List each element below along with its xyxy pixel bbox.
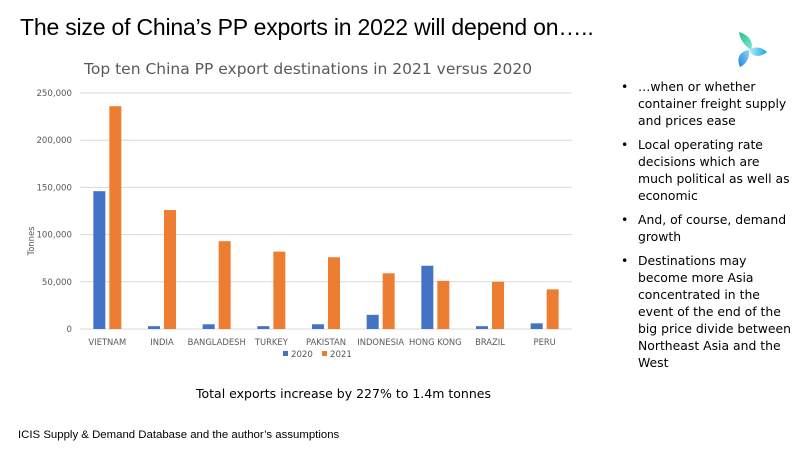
bar-2020-bangladesh <box>202 324 215 329</box>
y-tick-label: 0 <box>67 325 72 335</box>
bar-2020-vietnam <box>93 191 106 329</box>
y-axis-title: Tonnes <box>26 227 36 257</box>
bar-2020-turkey <box>257 326 270 329</box>
bar-2021-vietnam <box>109 106 122 329</box>
gridlines <box>80 92 572 330</box>
x-category-label: VIETNAM <box>88 337 126 347</box>
x-category-label: INDONESIA <box>357 337 404 347</box>
y-tick-label: 200,000 <box>36 136 72 146</box>
bullet-text: Local operating rate decisions which are… <box>638 137 790 203</box>
bar-2020-indonesia <box>366 314 379 329</box>
bullet-item: • …when or whether container freight supp… <box>619 78 797 129</box>
slide-title: The size of China’s PP exports in 2022 w… <box>20 14 594 40</box>
bar-chart: 0 50,000 100,000 150,000 200,000 250,000 Tonn… <box>26 89 572 360</box>
y-tick-label: 50,000 <box>42 278 72 288</box>
bar-2020-india <box>148 326 160 329</box>
bullet-list: • …when or whether container freight supp… <box>619 78 797 378</box>
y-tick-label: 100,000 <box>36 231 72 241</box>
bullet-marker: • <box>621 137 629 152</box>
x-category-label: TURKEY <box>254 337 289 347</box>
bar-2021-hong-kong <box>437 280 450 329</box>
total-exports-note: Total exports increase by 227% to 1.4m t… <box>196 386 491 401</box>
legend-label-2021: 2021 <box>330 350 352 360</box>
bar-2021-india <box>164 210 176 329</box>
y-tick-label: 150,000 <box>36 183 72 193</box>
trefoil-logo-icon <box>738 32 767 67</box>
x-category-label: PERU <box>534 337 556 347</box>
bar-2021-peru <box>546 289 559 329</box>
x-category-label: BRAZIL <box>475 337 505 347</box>
bar-2021-pakistan <box>328 257 340 329</box>
bar-2021-turkey <box>273 251 286 329</box>
x-axis-categories: VIETNAM INDIA BANGLADESH TURKEY PAKISTAN INDO… <box>88 337 555 347</box>
bullet-item: • And, of course, demand growth <box>619 211 797 245</box>
bar-2020-pakistan <box>312 324 324 329</box>
logo-petal-top <box>739 32 752 50</box>
x-category-label: BANGLADESH <box>188 337 246 347</box>
logo-petal-bottom <box>738 50 750 67</box>
bullet-marker: • <box>621 79 629 94</box>
x-category-label: INDIA <box>150 337 174 347</box>
legend-swatch-2020 <box>283 351 288 356</box>
bullet-text: Destinations may become more Asia concen… <box>638 253 791 370</box>
y-axis-ticks: 0 50,000 100,000 150,000 200,000 250,000 <box>36 89 72 335</box>
bullet-marker: • <box>621 212 629 227</box>
bars <box>93 106 559 329</box>
bar-2020-hong-kong <box>421 265 434 329</box>
x-category-label: HONG KONG <box>409 337 462 347</box>
legend: 2020 2021 <box>283 350 352 360</box>
chart-title: Top ten China PP export destinations in … <box>84 60 533 78</box>
legend-label-2020: 2020 <box>291 350 313 360</box>
bullet-item: • Destinations may become more Asia conce… <box>619 252 797 371</box>
source-note: ICIS Supply & Demand Database and the au… <box>18 429 340 441</box>
bar-2021-indonesia <box>382 273 395 329</box>
bar-2021-bangladesh <box>218 241 231 329</box>
logo-petal-right <box>749 47 767 56</box>
bar-2020-brazil <box>476 326 488 329</box>
bar-2020-peru <box>530 323 543 329</box>
x-category-label: PAKISTAN <box>306 337 346 347</box>
bullet-text: And, of course, demand growth <box>638 212 787 244</box>
bullet-text: …when or whether container freight suppl… <box>638 79 787 128</box>
y-tick-label: 250,000 <box>36 89 72 99</box>
bar-2021-brazil <box>492 281 504 329</box>
bullet-item: • Local operating rate decisions which ar… <box>619 136 797 204</box>
bullet-marker: • <box>621 253 629 268</box>
legend-swatch-2021 <box>322 351 327 356</box>
